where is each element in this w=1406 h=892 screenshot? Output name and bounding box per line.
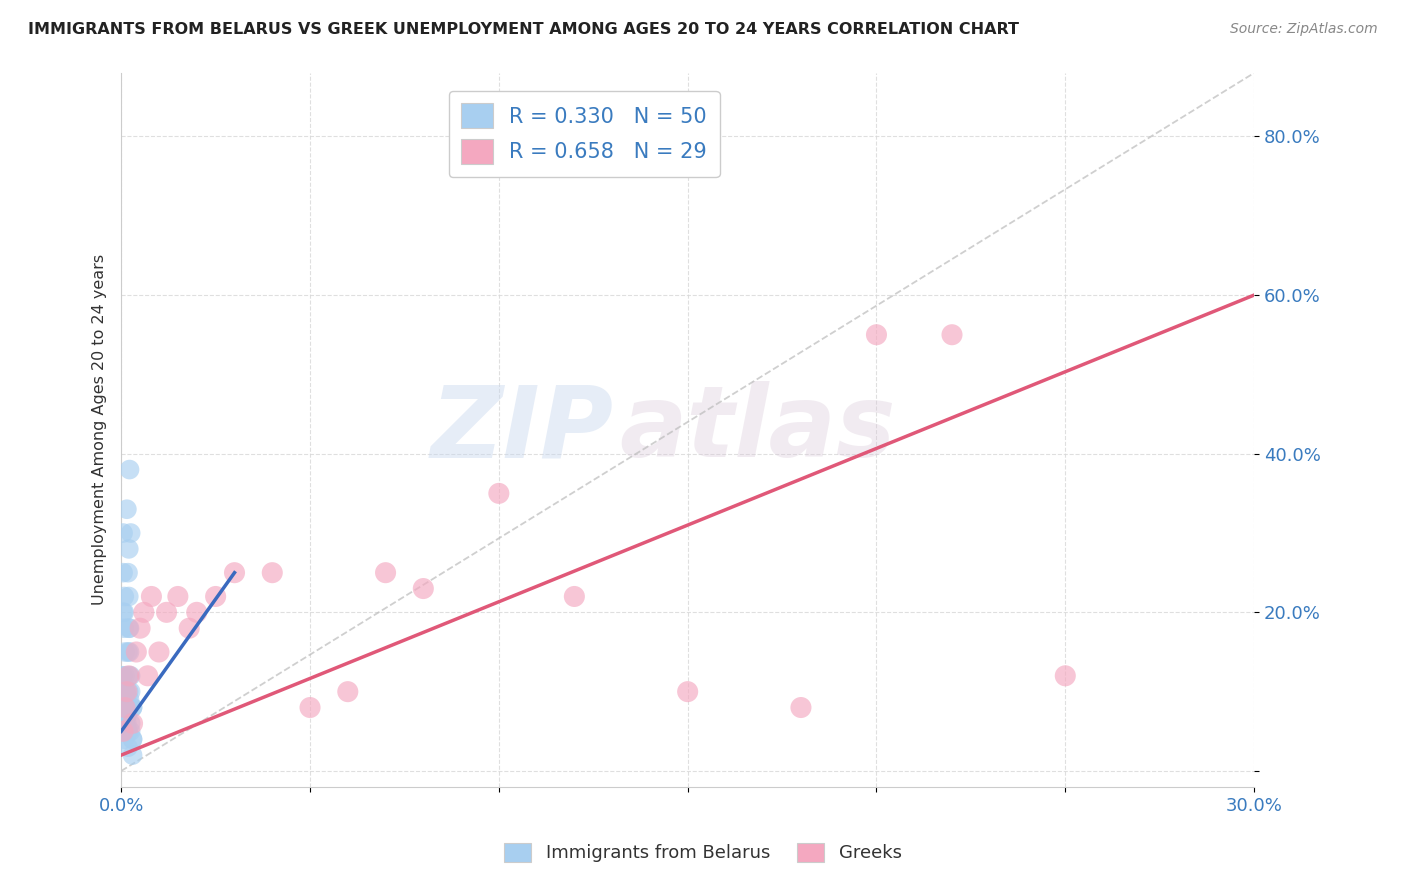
Point	[155, 605, 177, 619]
Point	[121, 700, 143, 714]
Point	[120, 716, 142, 731]
Point	[112, 724, 135, 739]
Point	[114, 700, 136, 714]
Point	[179, 621, 201, 635]
Point	[114, 645, 136, 659]
Point	[117, 724, 139, 739]
Point	[114, 684, 136, 698]
Point	[114, 700, 136, 714]
Point	[112, 724, 135, 739]
Text: ZIP: ZIP	[432, 382, 614, 478]
Point	[115, 716, 138, 731]
Point	[118, 692, 141, 706]
Point	[676, 684, 699, 698]
Point	[115, 684, 138, 698]
Point	[118, 669, 141, 683]
Point	[120, 684, 142, 698]
Point	[117, 724, 139, 739]
Point	[167, 590, 190, 604]
Point	[114, 700, 136, 714]
Point	[141, 590, 163, 604]
Point	[112, 732, 135, 747]
Point	[114, 716, 136, 731]
Point	[262, 566, 284, 580]
Point	[112, 526, 135, 541]
Point	[412, 582, 434, 596]
Text: IMMIGRANTS FROM BELARUS VS GREEK UNEMPLOYMENT AMONG AGES 20 TO 24 YEARS CORRELAT: IMMIGRANTS FROM BELARUS VS GREEK UNEMPLO…	[28, 22, 1019, 37]
Point	[118, 669, 141, 683]
Point	[336, 684, 359, 698]
Point	[118, 684, 141, 698]
Legend: Immigrants from Belarus, Greeks: Immigrants from Belarus, Greeks	[496, 836, 910, 870]
Point	[299, 700, 322, 714]
Point	[121, 700, 143, 714]
Point	[125, 645, 148, 659]
Point	[115, 502, 138, 516]
Y-axis label: Unemployment Among Ages 20 to 24 years: Unemployment Among Ages 20 to 24 years	[93, 254, 107, 606]
Point	[112, 605, 135, 619]
Point	[121, 732, 143, 747]
Point	[1054, 669, 1077, 683]
Point	[121, 716, 143, 731]
Point	[112, 590, 135, 604]
Point	[112, 605, 135, 619]
Point	[117, 740, 139, 755]
Point	[129, 621, 152, 635]
Point	[790, 700, 813, 714]
Point	[120, 669, 142, 683]
Point	[114, 684, 136, 698]
Point	[115, 724, 138, 739]
Point	[117, 645, 139, 659]
Point	[204, 590, 226, 604]
Point	[114, 684, 136, 698]
Point	[132, 605, 155, 619]
Point	[121, 748, 143, 763]
Point	[118, 645, 141, 659]
Point	[112, 566, 135, 580]
Legend: R = 0.330   N = 50, R = 0.658   N = 29: R = 0.330 N = 50, R = 0.658 N = 29	[449, 90, 720, 177]
Point	[865, 327, 887, 342]
Text: Source: ZipAtlas.com: Source: ZipAtlas.com	[1230, 22, 1378, 37]
Point	[112, 669, 135, 683]
Point	[114, 684, 136, 698]
Point	[941, 327, 963, 342]
Point	[115, 708, 138, 723]
Point	[118, 462, 141, 476]
Point	[224, 566, 246, 580]
Point	[114, 669, 136, 683]
Point	[120, 526, 142, 541]
Text: atlas: atlas	[620, 382, 896, 478]
Point	[118, 700, 141, 714]
Point	[121, 732, 143, 747]
Point	[112, 700, 135, 714]
Point	[374, 566, 396, 580]
Point	[118, 590, 141, 604]
Point	[148, 645, 170, 659]
Point	[488, 486, 510, 500]
Point	[564, 590, 586, 604]
Point	[115, 708, 138, 723]
Point	[118, 621, 141, 635]
Point	[117, 566, 139, 580]
Point	[112, 621, 135, 635]
Point	[118, 621, 141, 635]
Point	[186, 605, 208, 619]
Point	[114, 716, 136, 731]
Point	[118, 541, 141, 556]
Point	[120, 724, 142, 739]
Point	[136, 669, 159, 683]
